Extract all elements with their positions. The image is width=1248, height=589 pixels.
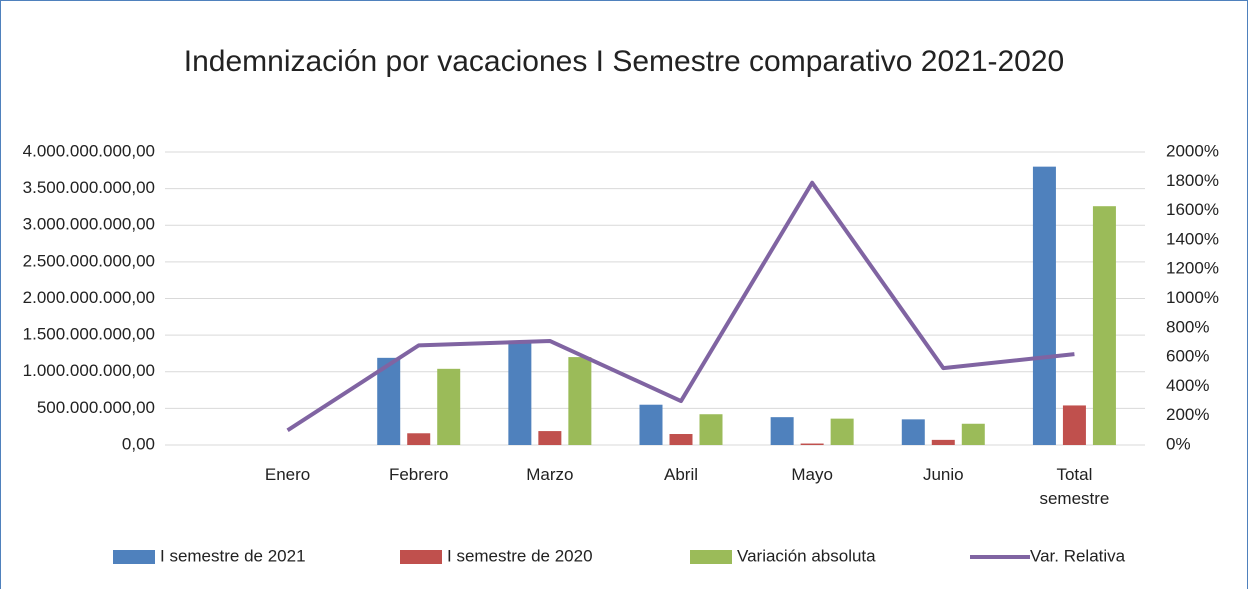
x-tick-label: Total semestre [1039, 465, 1110, 508]
bar [931, 439, 955, 445]
y-tick-label: 4.000.000.000,00 [23, 141, 155, 160]
bar [538, 431, 562, 445]
y2-tick-label: 1200% [1166, 259, 1219, 278]
x-tick-label: Junio [922, 465, 964, 484]
x-tick-label: Marzo [526, 465, 574, 484]
y2-tick-label: 1800% [1166, 171, 1219, 190]
legend-swatch [113, 550, 155, 564]
bar [1032, 166, 1056, 445]
y2-tick-label: 200% [1166, 405, 1209, 424]
bar [377, 357, 401, 445]
bar [437, 368, 461, 445]
bar [568, 357, 592, 445]
bar [407, 433, 431, 445]
bar [1092, 206, 1116, 445]
bar [508, 342, 532, 445]
y2-tick-label: 600% [1166, 347, 1209, 366]
y-tick-label: 500.000.000,00 [37, 398, 155, 417]
legend-swatch [400, 550, 442, 564]
legend-label: I semestre de 2020 [447, 546, 593, 565]
bar [639, 404, 663, 445]
y-tick-label: 3.500.000.000,00 [23, 178, 155, 197]
y2-tick-label: 2000% [1166, 141, 1219, 160]
x-tick-label: Febrero [388, 465, 449, 484]
legend-label: I semestre de 2021 [160, 546, 306, 565]
y2-tick-label: 1400% [1166, 229, 1219, 248]
bar [901, 419, 925, 445]
legend-swatch [690, 550, 732, 564]
bar [1062, 405, 1086, 445]
line-series [286, 180, 1075, 433]
bar [800, 443, 824, 445]
legend-label: Variación absoluta [737, 546, 876, 565]
bar [770, 417, 794, 445]
chart-title: Indemnización por vacaciones I Semestre … [183, 45, 1065, 78]
bar [699, 414, 723, 445]
y-tick-label: 2.000.000.000,00 [23, 288, 155, 307]
bar [669, 434, 693, 445]
y2-tick-label: 400% [1166, 376, 1209, 395]
y-tick-label: 3.000.000.000,00 [23, 215, 155, 234]
y2-tick-label: 1000% [1166, 288, 1219, 307]
x-tick-label: Enero [264, 465, 311, 484]
y-tick-label: 2.500.000.000,00 [23, 251, 155, 270]
y-tick-label: 0,00 [122, 434, 155, 453]
y2-tick-label: 1600% [1166, 200, 1219, 219]
y-tick-label: 1.000.000.000,00 [23, 361, 155, 380]
x-tick-label: Mayo [791, 465, 833, 484]
y2-tick-label: 800% [1166, 317, 1209, 336]
bar [830, 418, 854, 445]
x-tick-label: Abril [663, 465, 698, 484]
legend-label: Var. Relativa [1030, 546, 1126, 565]
y2-tick-label: 0% [1166, 434, 1191, 453]
y-tick-label: 1.500.000.000,00 [23, 325, 155, 344]
bar [961, 423, 985, 445]
